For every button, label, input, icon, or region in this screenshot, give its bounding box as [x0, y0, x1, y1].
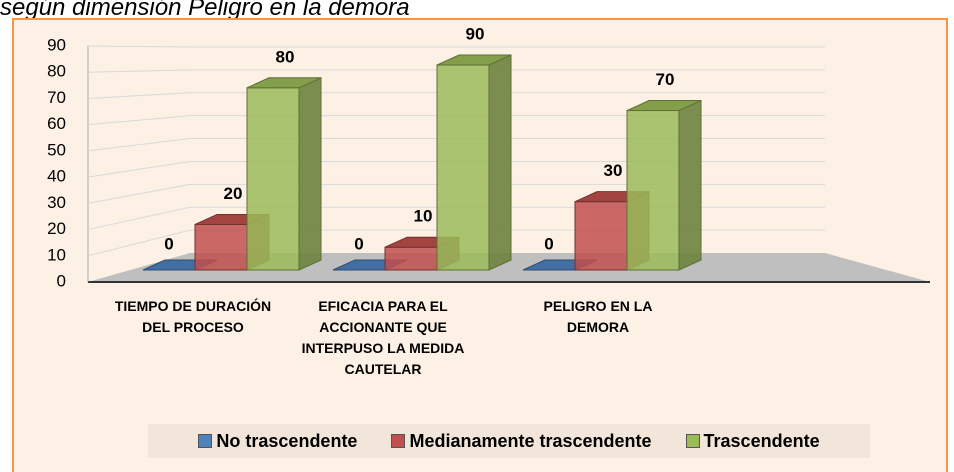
grid-line — [87, 115, 825, 126]
grid-line — [87, 45, 825, 48]
bar-front — [246, 87, 300, 271]
bar — [246, 77, 322, 271]
value-label: 30 — [604, 161, 623, 180]
bar-front — [574, 201, 628, 271]
value-label: 90 — [466, 24, 485, 43]
bar — [436, 54, 512, 271]
value-label: 0 — [164, 234, 173, 253]
legend-item: Medianamente trascendente — [391, 430, 652, 452]
y-tick-label: 30 — [47, 193, 66, 212]
y-tick-label: 60 — [47, 114, 66, 133]
x-tick-label: TIEMPO DE DURACIÓN DEL PROCESO — [114, 298, 272, 335]
y-tick-label: 90 — [47, 35, 66, 54]
legend: No trascendente Medianamente trascendente… — [148, 424, 870, 458]
bar-top — [436, 54, 512, 66]
value-label: 0 — [354, 234, 363, 253]
y-tick-label: 80 — [47, 62, 66, 81]
grid-line — [87, 69, 825, 73]
y-tick-label: 20 — [47, 219, 66, 238]
legend-label: Trascendente — [703, 430, 820, 451]
chart-title: según dimensión Peligro en la demora — [0, 0, 410, 21]
legend-swatch — [391, 434, 406, 448]
legend-label: Medianamente trascendente — [409, 430, 652, 451]
x-tick-label: EFICACIA PARA EL ACCIONANTE QUE INTERPUS… — [301, 298, 465, 377]
legend-swatch — [198, 434, 213, 448]
y-tick-label: 50 — [47, 140, 66, 159]
value-label: 80 — [276, 47, 295, 66]
bar-front — [194, 223, 248, 271]
value-label: 10 — [414, 207, 433, 226]
value-label: 0 — [544, 234, 553, 253]
grid-line — [87, 183, 825, 204]
bar-side — [678, 99, 702, 271]
bar-front — [384, 246, 438, 271]
grid-line — [87, 138, 825, 152]
y-tick-label: 0 — [57, 271, 66, 290]
value-label: 20 — [224, 184, 243, 203]
x-tick-label: PELIGRO EN LA DEMORA — [543, 298, 653, 335]
grid-line — [87, 160, 825, 178]
bar-side — [298, 77, 322, 271]
bar-front — [626, 110, 680, 271]
value-label: 70 — [656, 70, 675, 89]
legend-label: No trascendente — [216, 430, 358, 451]
legend-item: No trascendente — [198, 431, 357, 452]
bar-top — [246, 77, 322, 89]
bar-front — [436, 64, 490, 271]
legend-item: Trascendente — [685, 430, 820, 452]
bar-top — [626, 100, 702, 112]
y-tick-label: 40 — [47, 167, 66, 186]
y-tick-label: 70 — [47, 88, 66, 107]
y-tick-label: 10 — [47, 245, 66, 264]
bar — [626, 99, 702, 271]
bar-side — [488, 54, 512, 271]
legend-swatch — [685, 434, 700, 448]
grid-line — [87, 92, 825, 99]
